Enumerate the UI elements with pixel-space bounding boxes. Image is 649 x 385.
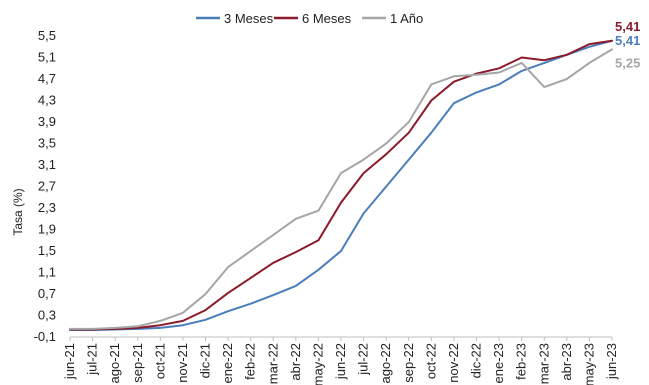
y-axis-label: Tasa (%)	[11, 188, 25, 235]
y-tick-label: 4,3	[38, 93, 56, 108]
x-tick-label: jun-22	[333, 343, 348, 380]
y-tick-label: -0,1	[34, 329, 56, 344]
y-axis-ticks: -0,1 0,3 0,7 1,1 1,5 1,9 2,3 2,7 3,1 3,5 3,9 4,3 4,7…	[34, 28, 56, 344]
x-tick-label: abr-22	[288, 343, 303, 381]
x-tick-label: jul-22	[356, 343, 371, 376]
end-label-2: 5,41	[615, 19, 640, 34]
y-tick-label: 1,9	[38, 222, 56, 237]
x-tick-label: dic-22	[469, 343, 484, 378]
end-label-1: 5,41	[615, 33, 640, 48]
x-tick-label: mar-23	[536, 343, 551, 384]
x-tick-label: may-22	[310, 343, 325, 385]
x-tick-label: ene-23	[491, 343, 506, 383]
end-labels: 5,415,41 5,25	[615, 19, 640, 71]
x-tick-label: oct-21	[152, 343, 167, 379]
series-lines	[69, 39, 613, 331]
x-tick-label: sep-21	[130, 343, 145, 383]
series-line-1	[69, 39, 613, 331]
y-tick-label: 1,1	[38, 265, 56, 280]
y-tick-label: 4,7	[38, 71, 56, 86]
end-label-3: 5,25	[615, 55, 640, 70]
y-tick-label: 3,9	[38, 114, 56, 129]
x-tick-label: jun-23	[604, 343, 619, 380]
y-tick-label: 2,3	[38, 200, 56, 215]
x-tick-label: jul-21	[85, 343, 100, 376]
x-tick-label: nov-22	[446, 343, 461, 383]
x-axis-ticks: jun-21 jul-21 ago-21 sep-21 oct-21 nov-21 dic-…	[62, 337, 619, 385]
legend-label: 1 Año	[390, 11, 423, 26]
y-tick-label: 0,7	[38, 286, 56, 301]
series-line-3	[69, 48, 613, 330]
legend-label: 3 Meses	[224, 11, 274, 26]
x-tick-label: ago-22	[378, 343, 393, 383]
legend-label: 6 Meses	[302, 11, 352, 26]
series-line-2	[69, 39, 613, 331]
x-tick-label: mar-22	[265, 343, 280, 384]
y-tick-label: 3,5	[38, 136, 56, 151]
legend: 3 Meses 6 Meses 1 Año	[196, 11, 423, 26]
x-tick-label: oct-22	[423, 343, 438, 379]
x-tick-label: feb-22	[243, 343, 258, 380]
x-tick-label: jun-21	[62, 343, 77, 380]
y-tick-label: 5,1	[38, 50, 56, 65]
x-tick-label: ene-22	[220, 343, 235, 383]
y-tick-label: 2,7	[38, 179, 56, 194]
y-tick-label: 3,1	[38, 157, 56, 172]
x-tick-label: dic-21	[198, 343, 213, 378]
y-tick-label: 0,3	[38, 308, 56, 323]
x-tick-label: sep-22	[401, 343, 416, 383]
x-tick-label: abr-23	[559, 343, 574, 381]
y-tick-label: 5,5	[38, 28, 56, 43]
x-tick-label: feb-23	[514, 343, 529, 380]
x-tick-label: nov-21	[175, 343, 190, 383]
x-tick-label: ago-21	[107, 343, 122, 383]
y-tick-label: 1,5	[38, 243, 56, 258]
x-tick-label: may-23	[581, 343, 596, 385]
